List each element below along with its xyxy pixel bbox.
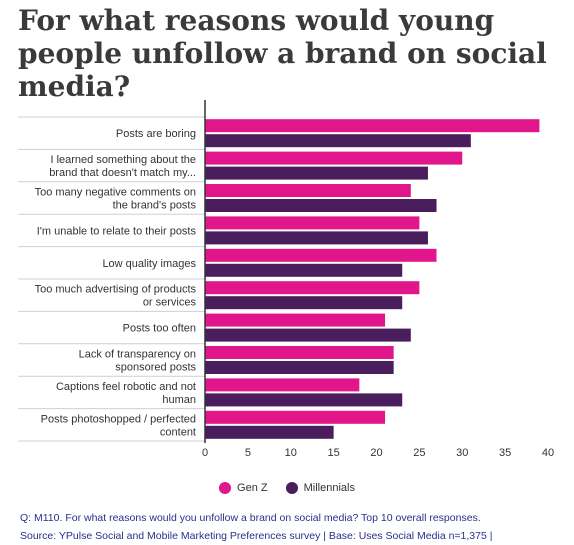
bar-genz — [205, 378, 360, 392]
category-label: Too many negative comments on the brand's… — [35, 187, 197, 212]
category-label: I'm unable to relate to their posts — [37, 225, 197, 237]
x-tick-label: 15 — [328, 447, 340, 459]
bar-millennials — [205, 393, 403, 407]
bar-millennials — [205, 296, 403, 310]
category-label: I learned something about the brand that … — [49, 154, 196, 179]
category-label: Lack of transparency on sponsored posts — [79, 349, 197, 374]
x-axis-ticks: 0 5 10 15 20 25 30 35 40 — [202, 447, 554, 459]
legend-swatch-genz — [219, 482, 232, 494]
legend-label-genz: Gen Z — [237, 482, 268, 494]
category-labels: Posts are boring I learned something abou… — [35, 128, 197, 438]
bar-genz — [205, 184, 411, 197]
bar-genz — [205, 119, 540, 133]
x-tick-label: 30 — [456, 447, 468, 459]
bar-millennials — [205, 425, 334, 439]
bar-millennials — [205, 166, 428, 180]
bar-genz — [205, 248, 437, 262]
bar-millennials — [205, 263, 403, 277]
x-tick-label: 10 — [285, 447, 297, 459]
x-tick-label: 20 — [370, 447, 382, 459]
bar-millennials — [205, 134, 471, 148]
x-tick-label: 25 — [413, 447, 425, 459]
bar-genz — [205, 346, 394, 359]
bar-genz — [205, 410, 386, 424]
bar-millennials — [205, 328, 411, 342]
x-tick-label: 40 — [542, 447, 554, 459]
chart-title: For what reasons would young people unfo… — [18, 4, 547, 103]
category-label: Posts photoshopped / perfected content — [41, 413, 196, 438]
legend: Gen Z Millennials — [0, 482, 574, 494]
category-label: Posts too often — [123, 323, 196, 335]
legend-label-millennials: Millennials — [303, 482, 355, 494]
bar-millennials — [205, 199, 437, 212]
legend-swatch-millennials — [285, 482, 298, 494]
bar-genz — [205, 281, 420, 295]
bar-genz — [205, 313, 386, 327]
category-label: Posts are boring — [116, 128, 196, 140]
category-label: Low quality images — [102, 258, 196, 270]
legend-item-millennials: Millennials — [285, 482, 355, 494]
bar-genz — [205, 216, 420, 230]
x-tick-label: 5 — [245, 447, 251, 459]
bar-millennials — [205, 231, 428, 245]
category-label: Captions feel robotic and not human — [56, 381, 196, 406]
bars — [205, 119, 540, 439]
legend-item-genz: Gen Z — [219, 482, 268, 494]
row-separators — [18, 116, 205, 442]
category-label: Too much advertising of products or servi… — [35, 284, 197, 309]
x-tick-label: 35 — [499, 447, 511, 459]
bar-millennials — [205, 361, 394, 374]
bar-chart: Posts are boring I learned something abou… — [18, 100, 554, 459]
x-tick-label: 0 — [202, 447, 208, 459]
footnote-question: Q: M110. For what reasons would you unfo… — [20, 512, 481, 524]
footnote-source: Source: YPulse Social and Mobile Marketi… — [20, 530, 493, 542]
bar-genz — [205, 151, 463, 165]
